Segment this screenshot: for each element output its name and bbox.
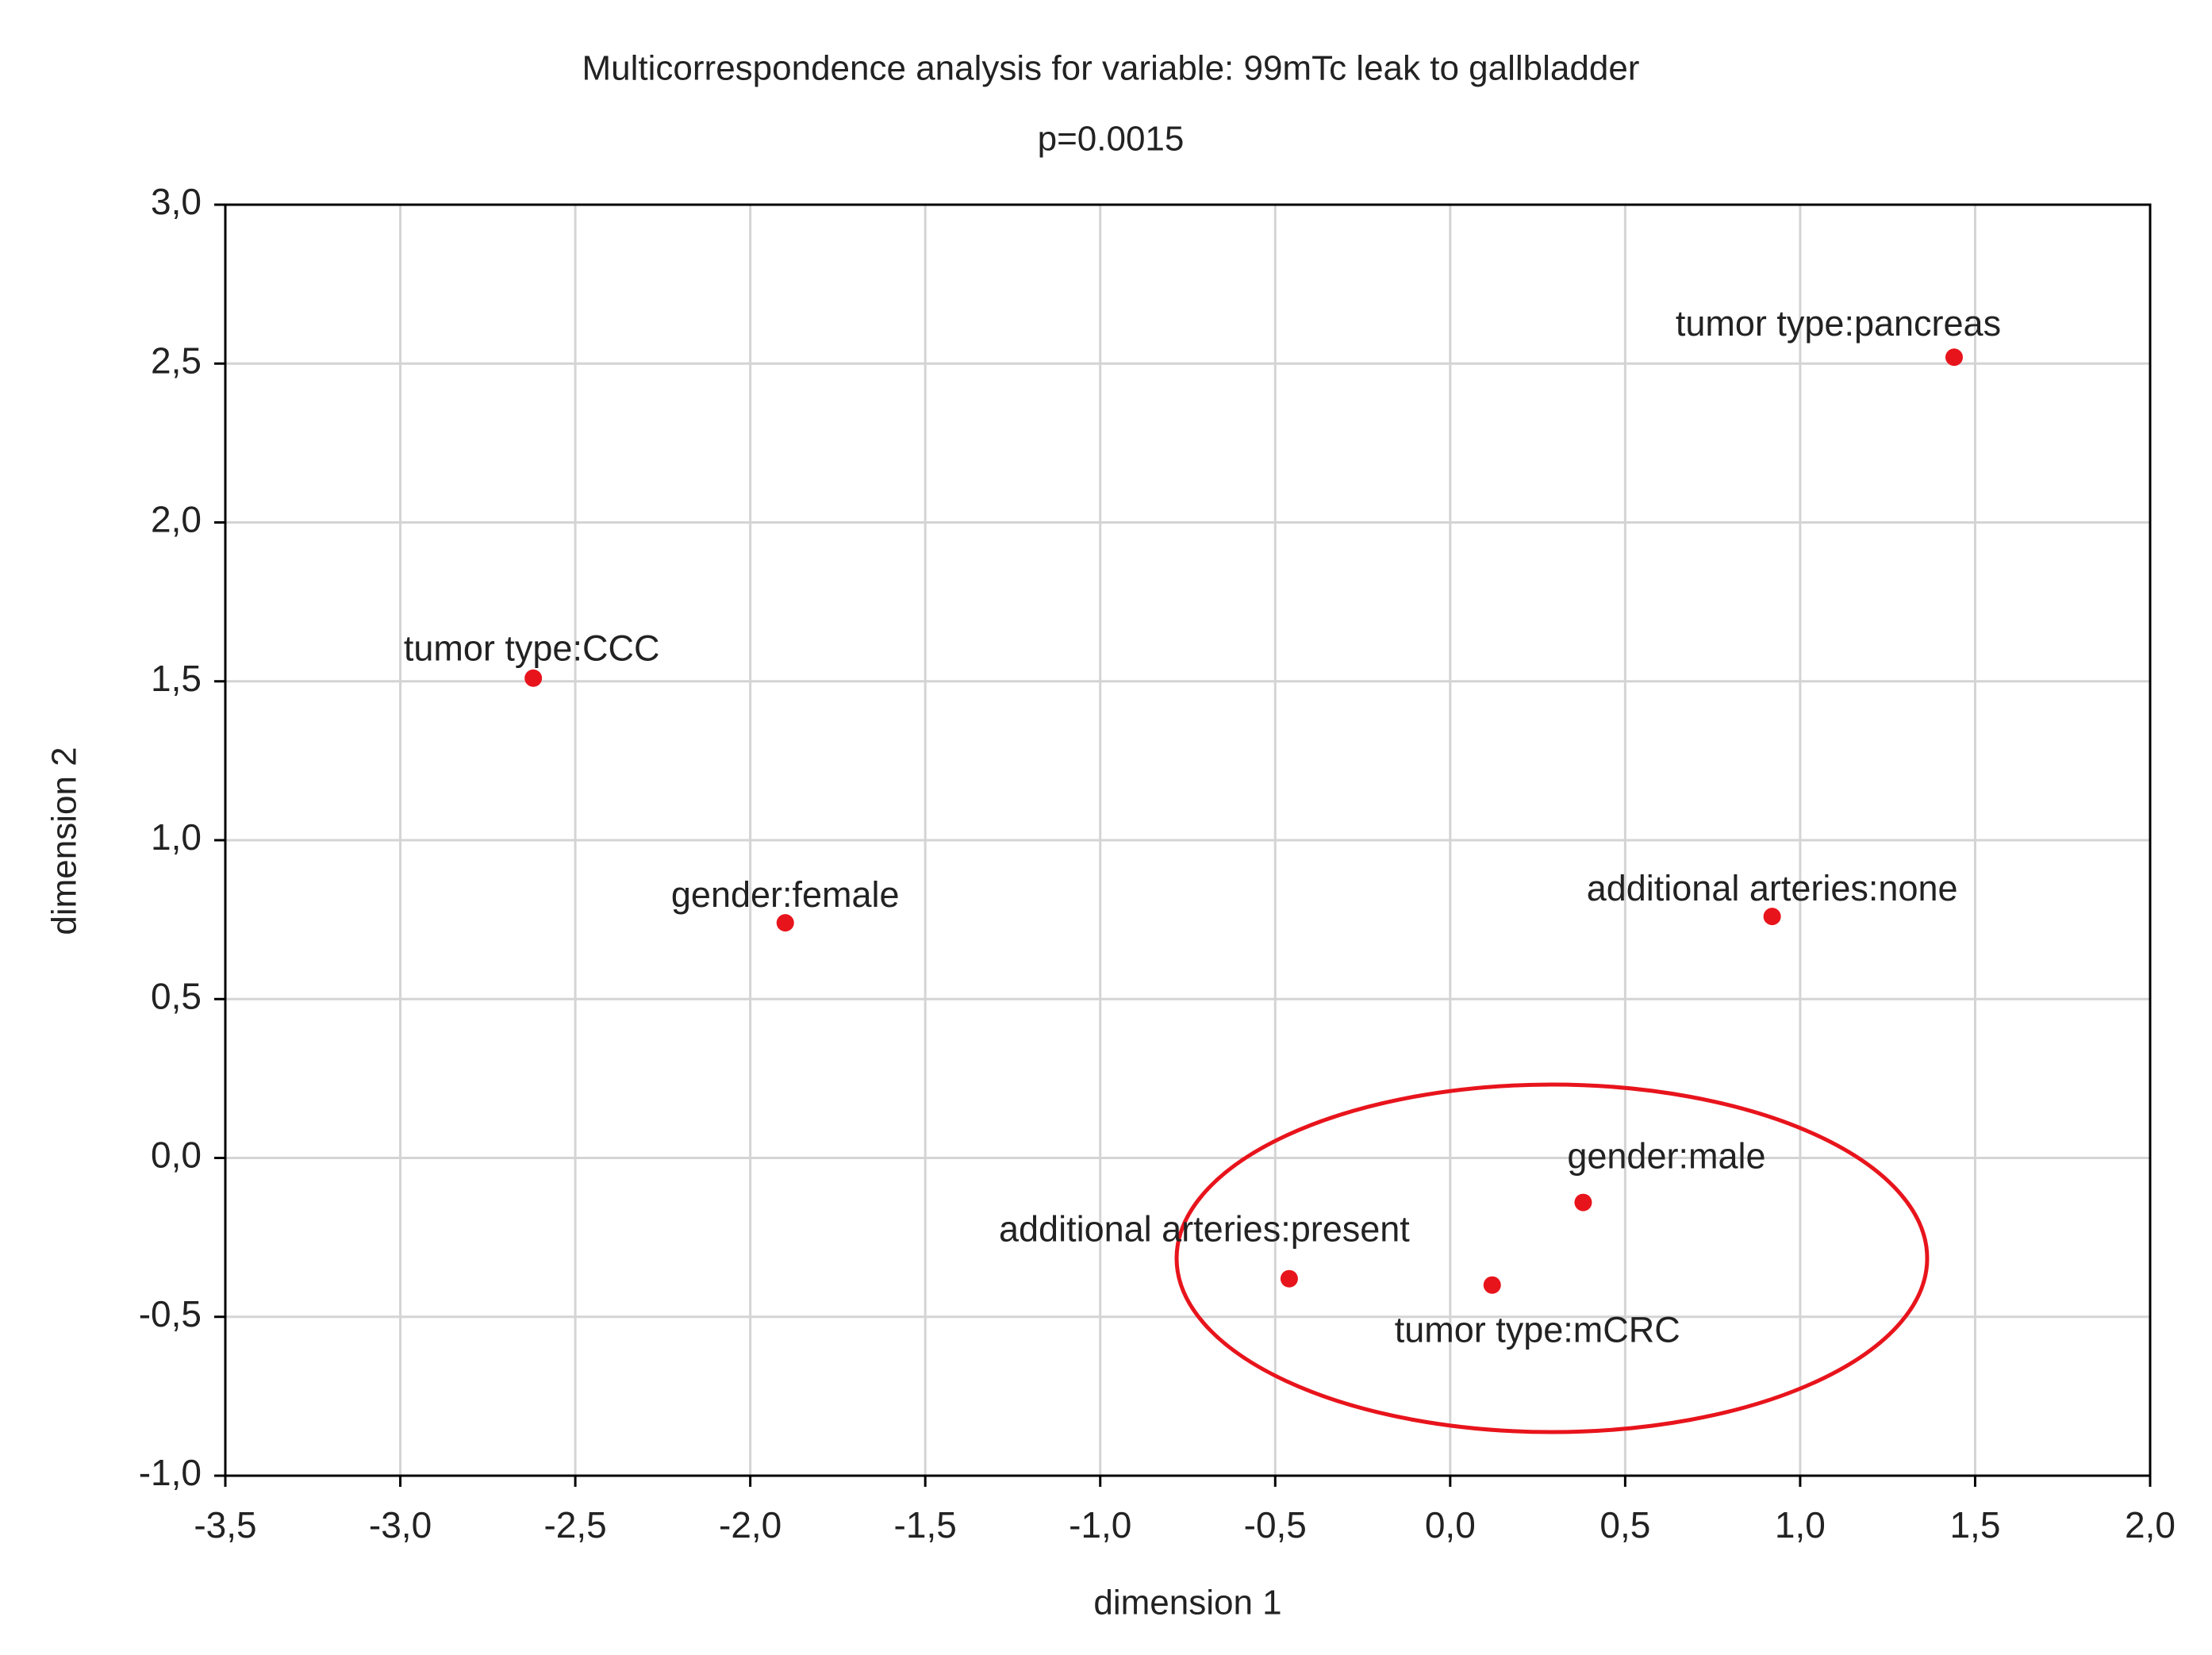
x-tick-label: 0,0 bbox=[1425, 1504, 1476, 1546]
point-label: gender:female bbox=[671, 874, 900, 915]
y-tick-label: 0,5 bbox=[151, 975, 202, 1016]
x-tick-label: -2,5 bbox=[543, 1504, 606, 1546]
y-tick-label: -1,0 bbox=[139, 1452, 202, 1493]
chart-title: Multicorrespondence analysis for variabl… bbox=[582, 49, 1640, 88]
point bbox=[1945, 348, 1963, 367]
y-tick-label: 2,5 bbox=[151, 340, 202, 381]
x-axis-label: dimension 1 bbox=[1093, 1584, 1281, 1622]
x-tick-label: -1,0 bbox=[1069, 1504, 1131, 1546]
x-tick-label: 1,0 bbox=[1775, 1504, 1826, 1546]
x-tick-label: -1,5 bbox=[894, 1504, 957, 1546]
x-tick-label: -3,5 bbox=[194, 1504, 256, 1546]
y-tick-label: 1,5 bbox=[151, 658, 202, 699]
x-tick-label: 0,5 bbox=[1599, 1504, 1650, 1546]
point-label: tumor type:pancreas bbox=[1676, 303, 2001, 344]
point bbox=[1280, 1269, 1298, 1288]
x-tick-label: 1,5 bbox=[1949, 1504, 2000, 1546]
x-tick-label: -0,5 bbox=[1244, 1504, 1307, 1546]
point bbox=[524, 669, 543, 687]
point-label: tumor type:mCRC bbox=[1395, 1310, 1680, 1350]
point-label: tumor type:CCC bbox=[404, 628, 660, 669]
y-tick-label: -0,5 bbox=[139, 1293, 202, 1334]
point-label: gender:male bbox=[1567, 1135, 1765, 1176]
point bbox=[1574, 1193, 1592, 1211]
y-axis-label: dimension 2 bbox=[45, 747, 84, 935]
point bbox=[776, 914, 794, 932]
x-tick-label: 2,0 bbox=[2125, 1504, 2176, 1546]
y-tick-label: 1,0 bbox=[151, 816, 202, 858]
point bbox=[1483, 1276, 1501, 1294]
point-label: additional arteries:none bbox=[1587, 868, 1958, 908]
highlight-ellipse bbox=[1174, 1082, 1930, 1434]
point-label: additional arteries:present bbox=[999, 1209, 1410, 1250]
x-tick-label: -3,0 bbox=[369, 1504, 432, 1546]
y-tick-label: 0,0 bbox=[151, 1135, 202, 1176]
y-tick-label: 2,0 bbox=[151, 499, 202, 540]
chart-subtitle: p=0.0015 bbox=[1038, 120, 1185, 159]
y-tick-label: 3,0 bbox=[151, 181, 202, 222]
point bbox=[1763, 908, 1781, 926]
x-tick-label: -2,0 bbox=[719, 1504, 781, 1546]
